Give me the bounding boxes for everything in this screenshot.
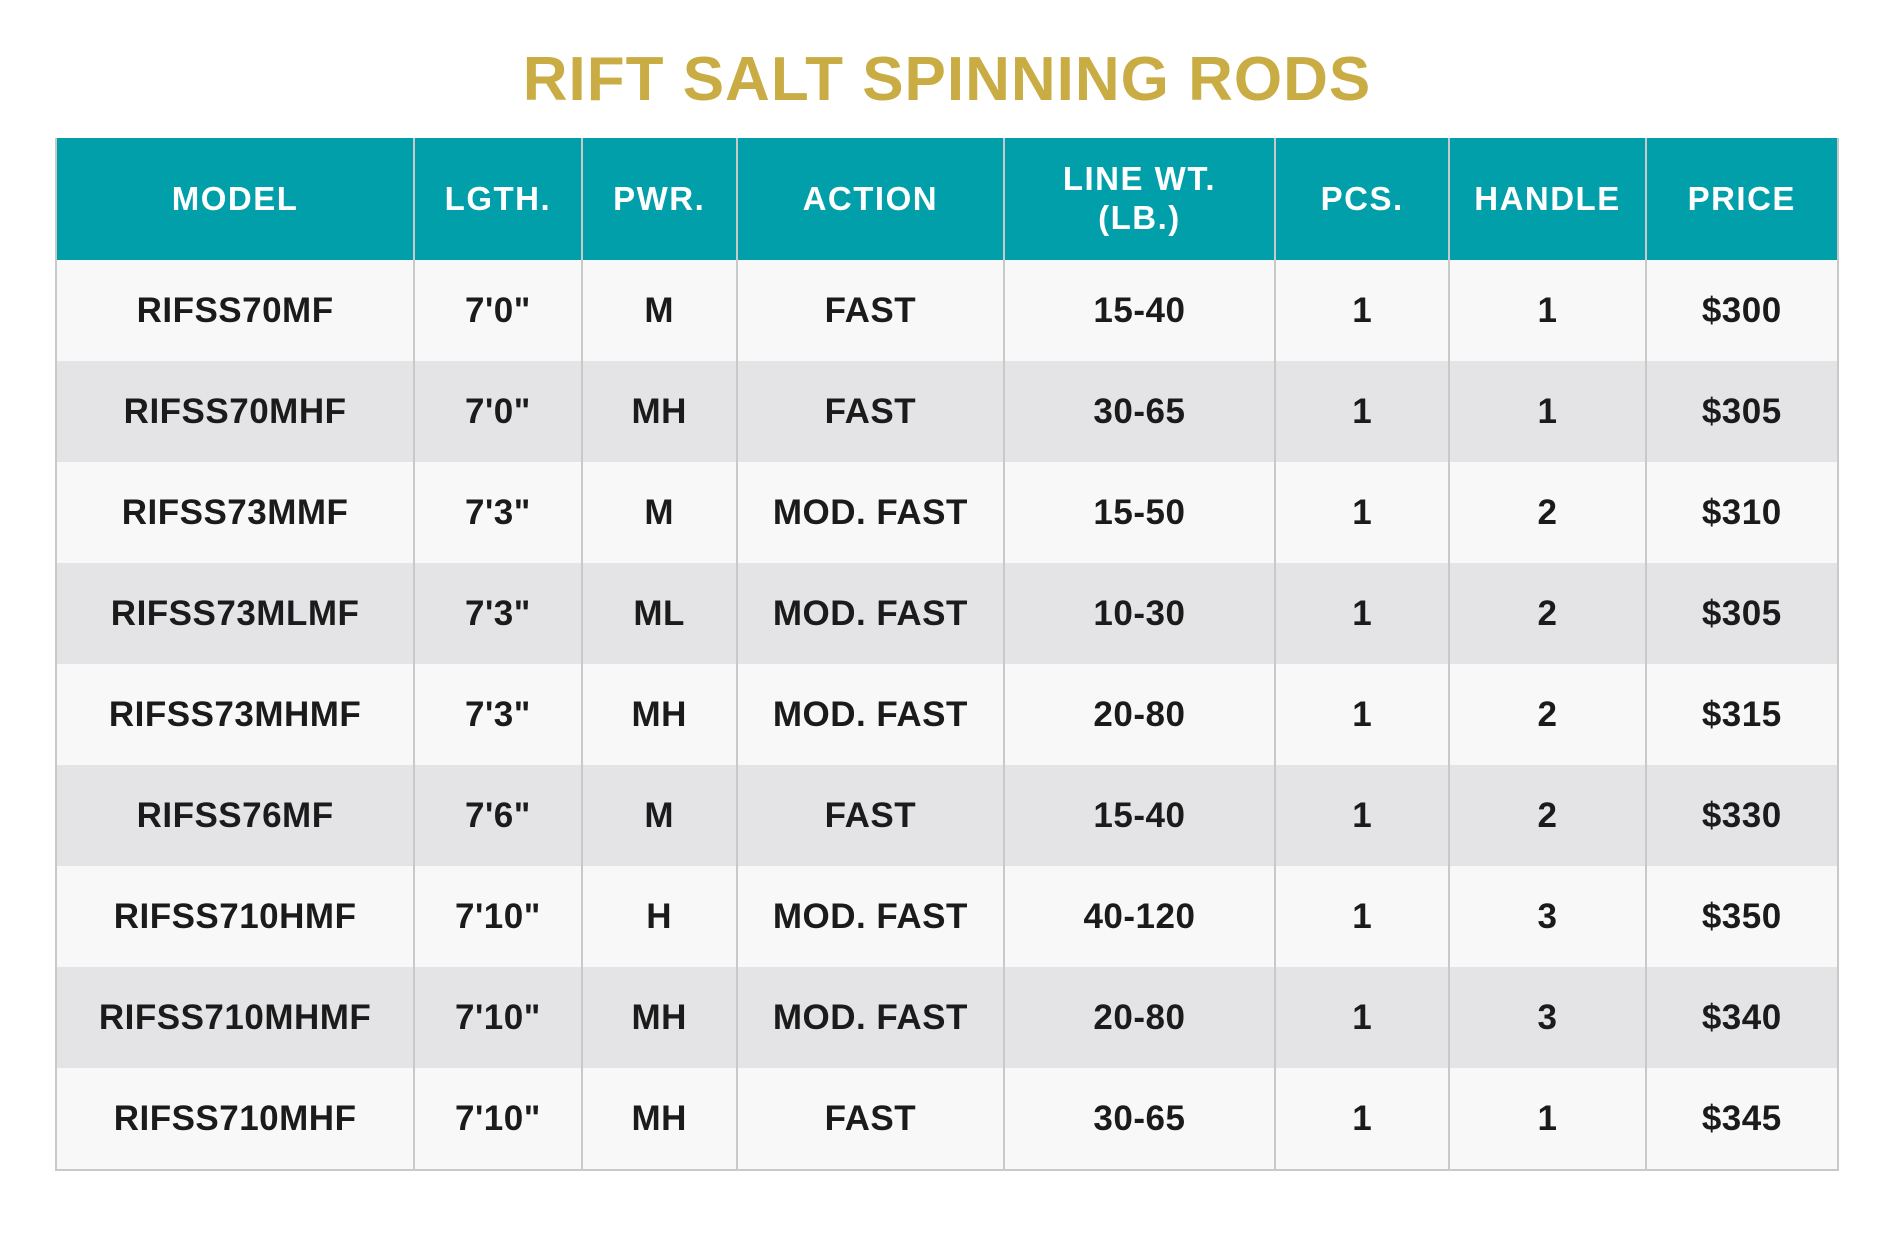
cell-handle: 3 [1448, 866, 1646, 967]
cell-action: FAST [735, 260, 1004, 361]
column-header-pcs: PCS. [1273, 138, 1450, 260]
cell-price: $305 [1644, 361, 1838, 462]
cell-pcs: 1 [1273, 462, 1450, 563]
cell-lgth: 7'0" [413, 361, 582, 462]
cell-action: MOD. FAST [735, 563, 1004, 664]
cell-pwr: ML [580, 563, 737, 664]
cell-action: MOD. FAST [735, 664, 1004, 765]
cell-pwr: M [580, 765, 737, 866]
cell-lgth: 7'3" [413, 563, 582, 664]
cell-action: FAST [735, 765, 1004, 866]
column-header-line-wt: LINE WT. (LB.) [1003, 138, 1275, 260]
cell-pwr: H [580, 866, 737, 967]
table-body: RIFSS70MF 7'0" M FAST 15-40 1 1 $300 RIF… [56, 260, 1838, 1170]
cell-lgth: 7'10" [413, 866, 582, 967]
cell-pcs: 1 [1273, 563, 1450, 664]
cell-action: FAST [735, 361, 1004, 462]
cell-line-wt: 30-65 [1003, 361, 1275, 462]
cell-pcs: 1 [1273, 866, 1450, 967]
cell-line-wt: 15-40 [1003, 260, 1275, 361]
cell-pcs: 1 [1273, 967, 1450, 1068]
cell-price: $345 [1644, 1068, 1838, 1170]
table-header: MODEL LGTH. PWR. ACTION LINE WT. (LB.) P… [56, 138, 1838, 260]
cell-pwr: MH [580, 361, 737, 462]
cell-pcs: 1 [1273, 361, 1450, 462]
column-header-action: ACTION [735, 138, 1004, 260]
cell-handle: 2 [1448, 765, 1646, 866]
cell-price: $340 [1644, 967, 1838, 1068]
cell-line-wt: 10-30 [1003, 563, 1275, 664]
cell-line-wt: 20-80 [1003, 664, 1275, 765]
column-header-lgth: LGTH. [413, 138, 582, 260]
cell-handle: 2 [1448, 563, 1646, 664]
cell-price: $350 [1644, 866, 1838, 967]
page-title: RIFT SALT SPINNING RODS [522, 45, 1372, 114]
column-header-handle: HANDLE [1448, 138, 1646, 260]
cell-model: RIFSS710MHF [113, 1098, 357, 1138]
cell-pcs: 1 [1273, 260, 1450, 361]
cell-lgth: 7'10" [413, 1068, 582, 1170]
cell-handle: 1 [1448, 1068, 1646, 1170]
cell-model: RIFSS76MF [136, 795, 334, 835]
cell-price: $305 [1644, 563, 1838, 664]
cell-line-wt: 30-65 [1003, 1068, 1275, 1170]
cell-model: RIFSS70MHF [123, 391, 347, 431]
cell-lgth: 7'0" [413, 260, 582, 361]
cell-lgth: 7'3" [413, 664, 582, 765]
cell-handle: 1 [1448, 260, 1646, 361]
table-row: RIFSS76MF 7'6" M FAST 15-40 1 2 $330 [56, 765, 1838, 866]
cell-line-wt: 15-50 [1003, 462, 1275, 563]
table-row: RIFSS73MLMF 7'3" ML MOD. FAST 10-30 1 2 … [56, 563, 1838, 664]
cell-line-wt: 15-40 [1003, 765, 1275, 866]
column-header-pwr: PWR. [580, 138, 737, 260]
cell-lgth: 7'10" [413, 967, 582, 1068]
rods-spec-table: MODEL LGTH. PWR. ACTION LINE WT. (LB.) P… [55, 138, 1839, 1171]
cell-action: FAST [735, 1068, 1004, 1170]
cell-lgth: 7'6" [413, 765, 582, 866]
cell-pwr: MH [580, 967, 737, 1068]
cell-pwr: M [580, 260, 737, 361]
cell-pwr: MH [580, 1068, 737, 1170]
cell-price: $315 [1644, 664, 1838, 765]
table-row: RIFSS710HMF 7'10" H MOD. FAST 40-120 1 3… [56, 866, 1838, 967]
cell-model: RIFSS73MMF [121, 492, 349, 532]
cell-price: $300 [1644, 260, 1838, 361]
cell-price: $310 [1644, 462, 1838, 563]
column-header-model: MODEL [56, 138, 415, 260]
cell-model: RIFSS73MLMF [110, 593, 360, 633]
cell-model: RIFSS70MF [136, 290, 334, 330]
cell-model: RIFSS710MHMF [98, 997, 372, 1037]
cell-line-wt: 40-120 [1003, 866, 1275, 967]
line-wt-label-line2: (LB.) [1098, 199, 1181, 236]
line-wt-label-line1: LINE WT. [1062, 160, 1216, 198]
cell-model: RIFSS73MHMF [108, 694, 362, 734]
cell-handle: 3 [1448, 967, 1646, 1068]
table-row: RIFSS70MHF 7'0" MH FAST 30-65 1 1 $305 [56, 361, 1838, 462]
table-row: RIFSS710MHMF 7'10" MH MOD. FAST 20-80 1 … [56, 967, 1838, 1068]
cell-handle: 1 [1448, 361, 1646, 462]
table-row: RIFSS73MHMF 7'3" MH MOD. FAST 20-80 1 2 … [56, 664, 1838, 765]
cell-pcs: 1 [1273, 765, 1450, 866]
cell-pwr: MH [580, 664, 737, 765]
column-header-price: PRICE [1644, 138, 1838, 260]
cell-pwr: M [580, 462, 737, 563]
cell-action: MOD. FAST [735, 462, 1004, 563]
cell-price: $330 [1644, 765, 1838, 866]
cell-model: RIFSS710HMF [113, 896, 357, 936]
cell-pcs: 1 [1273, 664, 1450, 765]
cell-lgth: 7'3" [413, 462, 582, 563]
table-row: RIFSS710MHF 7'10" MH FAST 30-65 1 1 $345 [56, 1068, 1838, 1170]
cell-action: MOD. FAST [735, 967, 1004, 1068]
cell-action: MOD. FAST [735, 866, 1004, 967]
cell-handle: 2 [1448, 462, 1646, 563]
cell-pcs: 1 [1273, 1068, 1450, 1170]
cell-line-wt: 20-80 [1003, 967, 1275, 1068]
header-row: MODEL LGTH. PWR. ACTION LINE WT. (LB.) P… [56, 138, 1838, 260]
cell-handle: 2 [1448, 664, 1646, 765]
table-row: RIFSS70MF 7'0" M FAST 15-40 1 1 $300 [56, 260, 1838, 361]
table-row: RIFSS73MMF 7'3" M MOD. FAST 15-50 1 2 $3… [56, 462, 1838, 563]
